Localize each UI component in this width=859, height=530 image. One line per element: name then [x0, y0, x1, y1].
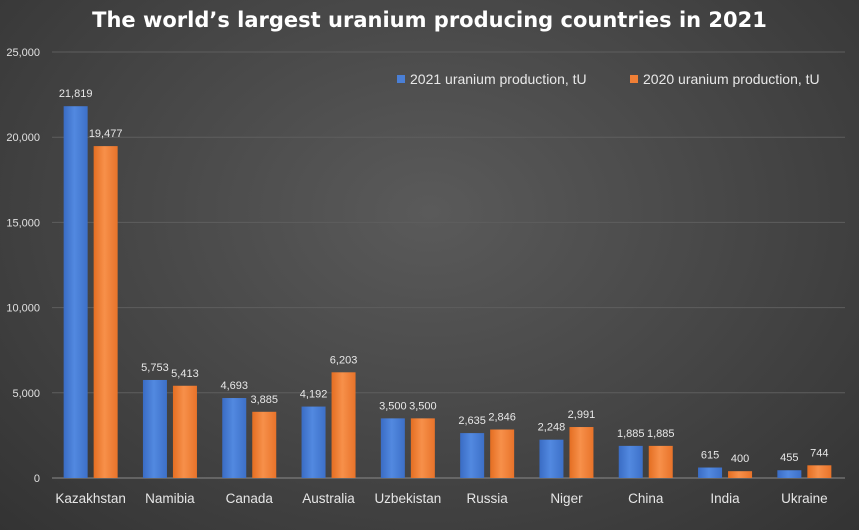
data-label: 1,885	[647, 428, 675, 440]
y-tick-label: 20,000	[6, 132, 40, 144]
data-label: 455	[780, 452, 798, 464]
data-label: 3,500	[379, 400, 407, 412]
x-category-label: Australia	[302, 491, 355, 506]
data-label: 744	[810, 447, 828, 459]
data-label: 4,192	[300, 389, 328, 401]
data-label: 5,753	[141, 362, 169, 374]
data-label: 5,413	[171, 368, 199, 380]
bar-2020-ukraine	[807, 465, 832, 478]
bar-2021-kazakhstan	[63, 106, 88, 479]
bar-2021-china	[618, 445, 643, 478]
data-label: 3,500	[409, 400, 437, 412]
y-tick-label: 10,000	[6, 303, 40, 315]
bar-2021-niger	[539, 439, 564, 478]
bar-2020-russia	[490, 429, 515, 478]
data-label: 400	[731, 453, 749, 465]
bar-2020-niger	[569, 427, 594, 478]
x-category-label: Namibia	[145, 491, 195, 506]
bar-2021-india	[698, 467, 723, 478]
x-category-label: Niger	[550, 491, 583, 506]
data-label: 2,991	[568, 409, 596, 421]
bar-2021-uzbekistan	[380, 418, 405, 478]
y-tick-label: 0	[34, 473, 40, 485]
bar-2020-australia	[331, 372, 356, 478]
bar-2021-ukraine	[777, 470, 802, 478]
data-label: 3,885	[250, 394, 278, 406]
data-label: 615	[701, 450, 719, 462]
bar-2020-india	[728, 471, 753, 478]
legend-label-2021: 2021 uranium production, tU	[410, 71, 587, 87]
x-category-label: India	[710, 491, 740, 506]
x-category-label: Uzbekistan	[374, 491, 441, 506]
data-label: 1,885	[617, 428, 645, 440]
legend-swatch-2021	[397, 75, 405, 83]
data-label: 4,693	[220, 380, 248, 392]
x-category-label: Ukraine	[781, 491, 828, 506]
data-label: 2,846	[488, 412, 516, 424]
data-label: 6,203	[330, 354, 358, 366]
x-category-label: Russia	[467, 491, 509, 506]
x-category-label: China	[628, 491, 664, 506]
legend-item-2020: 2020 uranium production, tU	[630, 71, 820, 87]
bar-2020-canada	[252, 411, 277, 478]
legend-swatch-2020	[630, 75, 638, 83]
bar-2020-namibia	[172, 385, 197, 478]
bar-2020-kazakhstan	[93, 146, 118, 478]
y-tick-label: 25,000	[6, 47, 40, 59]
bar-2020-uzbekistan	[410, 418, 435, 478]
data-label: 21,819	[59, 88, 93, 100]
legend-label-2020: 2020 uranium production, tU	[643, 71, 820, 87]
data-label: 2,248	[538, 422, 566, 434]
bar-2021-namibia	[142, 379, 167, 478]
bar-2021-australia	[301, 406, 326, 478]
data-label: 19,477	[89, 128, 123, 140]
bar-2020-china	[648, 445, 673, 478]
x-category-label: Kazakhstan	[55, 491, 126, 506]
bar-2021-canada	[222, 398, 247, 478]
y-tick-label: 15,000	[6, 217, 40, 229]
y-tick-label: 5,000	[12, 388, 40, 400]
chart-title: The world’s largest uranium producing co…	[92, 8, 767, 32]
bar-2021-russia	[460, 433, 485, 478]
legend-item-2021: 2021 uranium production, tU	[397, 71, 587, 87]
x-category-label: Canada	[226, 491, 274, 506]
data-label: 2,635	[458, 415, 486, 427]
